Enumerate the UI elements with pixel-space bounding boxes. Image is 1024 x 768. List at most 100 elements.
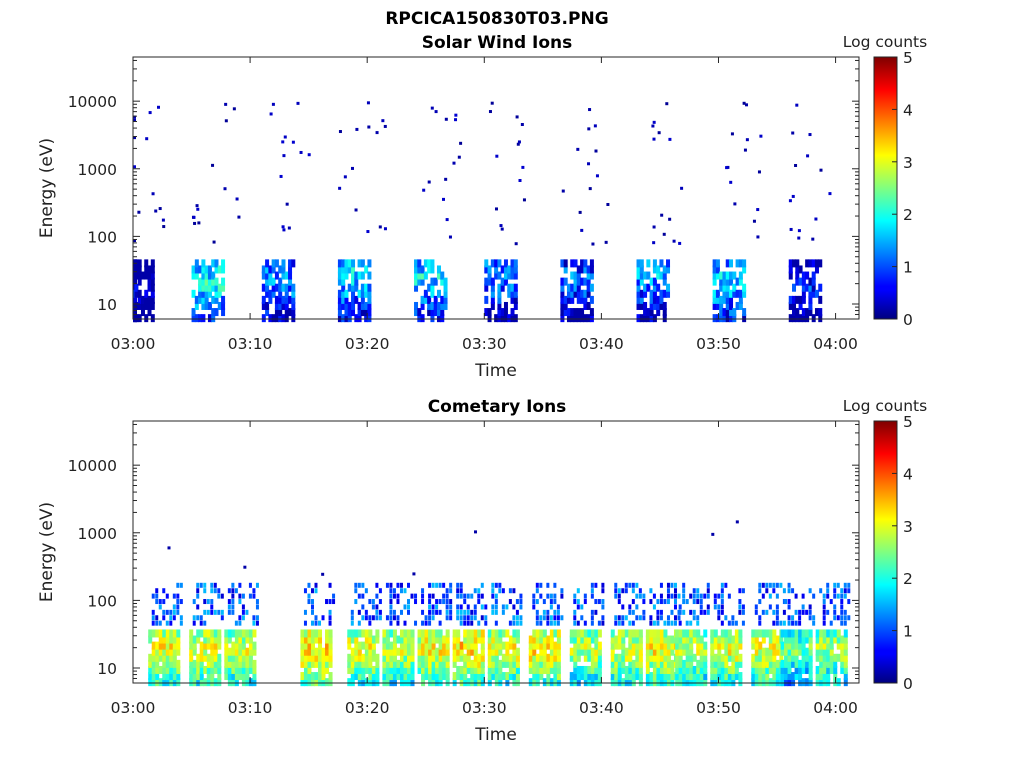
heatmap-cell <box>738 641 743 650</box>
heatmap-cell <box>203 635 208 644</box>
heatmap-cell <box>354 635 359 644</box>
heatmap-cell <box>232 107 236 111</box>
heatmap-cell <box>765 672 770 681</box>
heatmap-cell <box>556 641 561 650</box>
heatmap-cell <box>199 582 203 588</box>
heatmap-cell <box>580 629 585 638</box>
heatmap-cell <box>532 629 537 638</box>
heatmap-cell <box>576 314 581 323</box>
heatmap-cell <box>532 678 537 687</box>
heatmap-cell <box>443 289 448 298</box>
heatmap-cell <box>576 620 580 626</box>
heatmap-cell <box>389 620 393 626</box>
heatmap-cell <box>325 629 330 638</box>
heatmap-cell <box>731 620 735 626</box>
heatmap-cell <box>515 678 520 687</box>
heatmap-cell <box>392 672 397 681</box>
heatmap-cell <box>840 599 844 605</box>
heatmap-cell <box>498 647 503 656</box>
heatmap-cell <box>431 615 435 621</box>
heatmap-cell <box>383 124 387 128</box>
heatmap-cell <box>761 659 766 668</box>
heatmap-cell <box>808 604 812 610</box>
heatmap-cell <box>494 635 499 644</box>
heatmap-cell <box>512 588 516 594</box>
heatmap-cell <box>587 127 591 131</box>
heatmap-cell <box>829 665 834 674</box>
heatmap-cell <box>463 620 467 626</box>
heatmap-cell <box>421 653 426 662</box>
heatmap-cell <box>631 647 636 656</box>
heatmap-cell <box>424 665 429 674</box>
heatmap-cell <box>347 665 352 674</box>
heatmap-cell <box>535 599 539 605</box>
heatmap-cell <box>231 659 236 668</box>
heatmap-cell <box>682 635 687 644</box>
heatmap-cell <box>556 635 561 644</box>
heatmap-cell <box>364 308 369 317</box>
heatmap-cell <box>303 588 307 594</box>
heatmap-cell <box>303 609 307 615</box>
heatmap-cell <box>791 615 795 621</box>
heatmap-cell <box>569 629 574 638</box>
heatmap-cell <box>248 629 253 638</box>
heatmap-cell <box>706 588 710 594</box>
heatmap-cell <box>512 678 517 687</box>
heatmap-cell <box>556 678 561 687</box>
heatmap-cell <box>843 582 847 588</box>
heatmap-cell <box>428 593 432 599</box>
heatmap-cell <box>546 620 550 626</box>
heatmap-cell <box>710 678 715 687</box>
heatmap-cell <box>656 615 660 621</box>
plot-area-solar-wind <box>133 57 859 319</box>
heatmap-cell <box>354 665 359 674</box>
heatmap-cell <box>354 599 358 605</box>
heatmap-cell <box>682 678 687 687</box>
heatmap-cell <box>214 259 219 268</box>
heatmap-cell <box>590 588 594 594</box>
heatmap-cell <box>519 615 523 621</box>
heatmap-cell <box>421 665 426 674</box>
heatmap-cell <box>360 289 365 298</box>
heatmap-cell <box>656 301 661 310</box>
heatmap-cell <box>410 659 415 668</box>
heatmap-cell <box>248 653 253 662</box>
heatmap-cell <box>150 301 155 310</box>
heatmap-cell <box>288 259 293 268</box>
heatmap-cell <box>158 635 163 644</box>
heatmap-cell <box>158 678 163 687</box>
heatmap-cell <box>727 647 732 656</box>
heatmap-cell <box>589 314 594 323</box>
heatmap-cell <box>162 659 167 668</box>
heatmap-cell <box>189 678 194 687</box>
heatmap-cell <box>196 678 201 687</box>
heatmap-cell <box>354 295 359 304</box>
heatmap-cell <box>248 647 253 656</box>
heatmap-cell <box>663 659 668 668</box>
heatmap-cell <box>328 635 333 644</box>
heatmap-cell <box>553 629 558 638</box>
heatmap-cell <box>829 629 834 638</box>
heatmap-cell <box>510 283 515 292</box>
heatmap-cell <box>727 653 732 662</box>
heatmap-cell <box>758 629 763 638</box>
heatmap-cell <box>278 277 283 286</box>
heatmap-cell <box>169 665 174 674</box>
heatmap-cell <box>696 659 701 668</box>
heatmap-cell <box>206 678 211 687</box>
heatmap-cell <box>699 647 704 656</box>
heatmap-cell <box>510 314 515 323</box>
heatmap-cell <box>490 289 495 298</box>
heatmap-cell <box>314 672 319 681</box>
heatmap-cell <box>836 678 841 687</box>
heatmap-cell <box>137 210 141 214</box>
heatmap-cell <box>503 301 508 310</box>
heatmap-cell <box>840 609 844 615</box>
heatmap-cell <box>713 653 718 662</box>
heatmap-cell <box>484 308 489 317</box>
heatmap-cell <box>470 635 475 644</box>
heatmap-cell <box>176 665 181 674</box>
heatmap-cell <box>638 593 642 599</box>
heatmap-cell <box>241 629 246 638</box>
heatmap-cell <box>328 609 332 615</box>
